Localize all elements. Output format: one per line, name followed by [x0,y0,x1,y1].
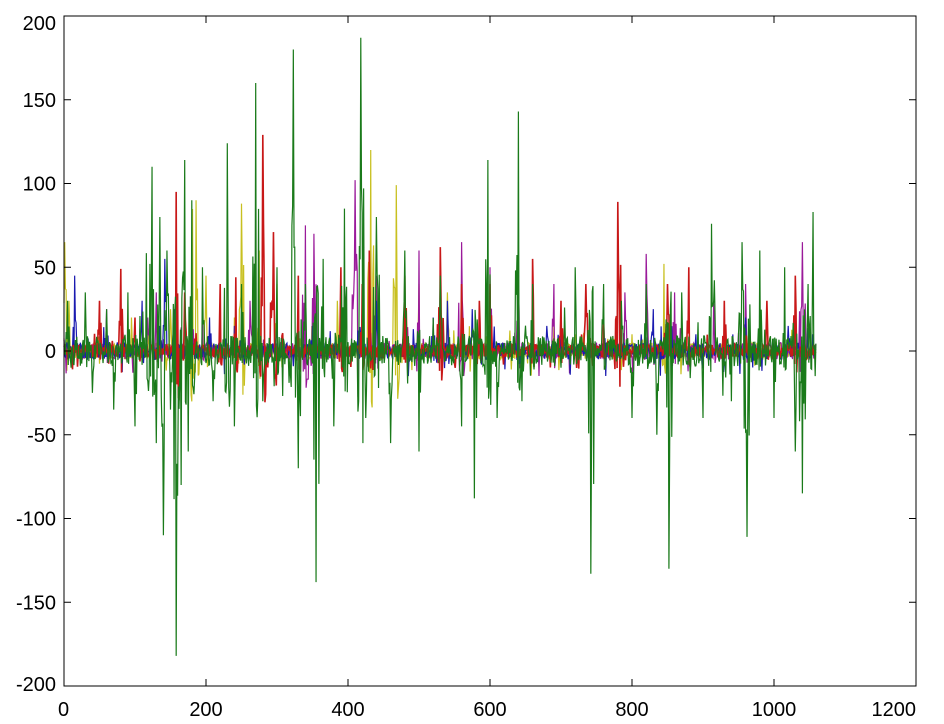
y-tick-label: 200 [23,13,56,35]
y-tick-label: 0 [45,341,56,363]
x-tick-label: 400 [331,699,364,721]
y-tick-label: 50 [34,257,56,279]
y-tick-label: -150 [16,592,56,614]
y-tick-label: -50 [27,425,56,447]
x-tick-label: 600 [473,699,506,721]
y-tick-label: -100 [16,509,56,531]
x-tick-label: 1200 [872,699,917,721]
series-line [63,37,817,656]
x-tick-label: 1000 [752,699,797,721]
tick-layer: 0 200 400 600 800 1000 1200 200 150 100 50 0 -50 -100… [16,13,917,721]
y-tick-label: 100 [23,174,56,196]
y-tick-label: 150 [23,90,56,112]
x-tick-label: 200 [189,699,222,721]
x-tick-label: 800 [615,699,648,721]
y-tick-label: -200 [16,674,56,696]
series-layer [63,37,817,656]
x-tick-label: 0 [58,699,69,721]
